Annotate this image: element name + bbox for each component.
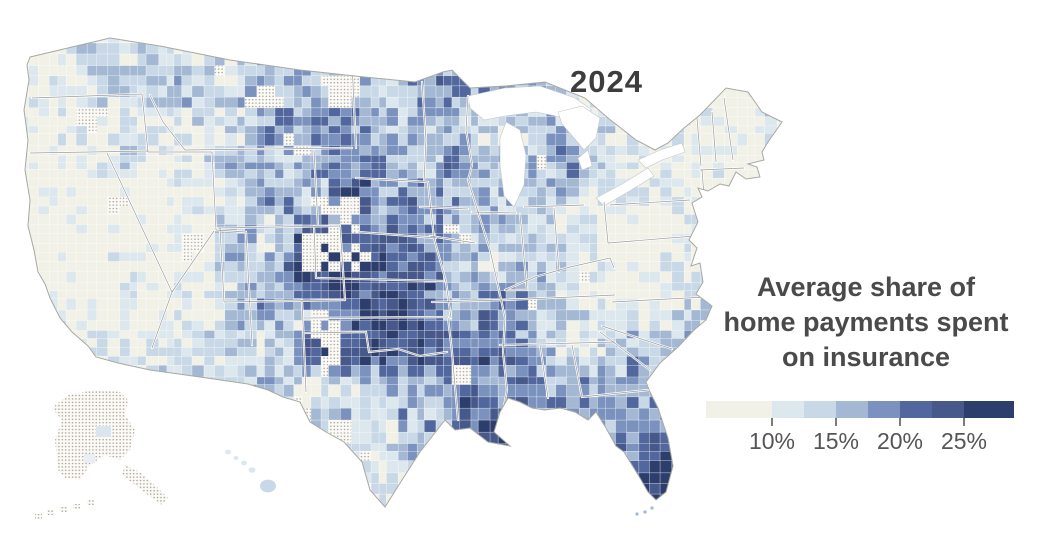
legend-color-swatch <box>836 401 868 418</box>
legend-title-line: on insurance <box>781 342 951 372</box>
legend-tick-label: 10% <box>748 428 796 454</box>
legend-title-line: home payments spent <box>723 307 1009 337</box>
legend-tick-marks <box>706 418 1014 426</box>
year-label: 2024 <box>570 64 643 99</box>
legend-color-swatch <box>964 401 1014 418</box>
legend-tick-label: 20% <box>876 428 924 454</box>
legend-color-swatch <box>932 401 964 418</box>
legend-color-swatch <box>706 401 772 418</box>
great-lakes <box>467 85 686 208</box>
us-outline <box>23 37 783 508</box>
legend-tick-label: 25% <box>940 428 988 454</box>
legend-tick <box>899 418 901 426</box>
legend-tick-label: 15% <box>812 428 860 454</box>
legend-title-line: Average share of <box>756 272 976 302</box>
legend-color-swatch <box>868 401 900 418</box>
legend-title: Average share of home payments spent on … <box>700 270 1032 375</box>
legend: Average share of home payments spent on … <box>700 270 1032 454</box>
legend-tick-labels: 10% 15% 20% 25% <box>706 426 1014 454</box>
legend-color-swatch <box>772 401 804 418</box>
legend-tick <box>771 418 773 426</box>
legend-tick <box>963 418 965 426</box>
florida-keys <box>635 506 654 516</box>
legend-tick <box>835 418 837 426</box>
alaska-silhouette <box>35 390 168 519</box>
legend-color-swatch <box>900 401 932 418</box>
hawaii-islands <box>225 449 276 493</box>
legend-color-bar <box>706 401 1014 418</box>
legend-color-swatch <box>804 401 836 418</box>
